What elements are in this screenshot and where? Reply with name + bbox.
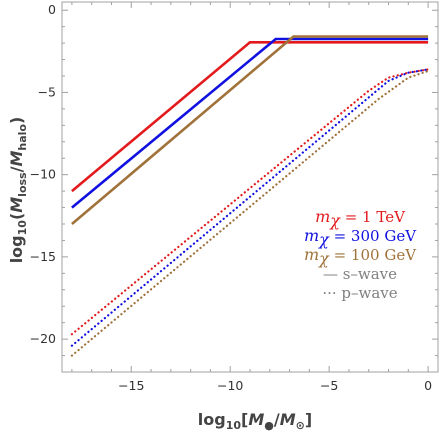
- y-tick-label: 0: [48, 2, 56, 17]
- legend-label: s–wave: [338, 265, 397, 283]
- x-tick-label: −5: [320, 378, 338, 393]
- y-tick-label: −10: [30, 167, 56, 182]
- legend-symbol: m: [304, 245, 319, 264]
- x-tick-label: −10: [217, 378, 243, 393]
- legend-entry: mχ = 1 TeV: [315, 207, 406, 230]
- legend-symbol: m: [304, 226, 319, 245]
- x-axis-title: log10[M●/M⊙]: [198, 410, 312, 432]
- series-line-p-wave: [70, 68, 430, 336]
- axis-ticks: −15 −10 −5 0 0 −5 −10 −15 −20: [30, 2, 438, 393]
- legend-label: = 300 GeV: [329, 227, 417, 245]
- series-line-p-wave: [70, 69, 430, 357]
- series-line-s-wave: [71, 35, 429, 225]
- series-line-p-wave: [70, 68, 430, 347]
- legend-label: = 100 GeV: [329, 246, 417, 264]
- legend-subscript: χ: [318, 230, 330, 249]
- legend-label: p–wave: [337, 284, 398, 302]
- legend-entry: — s–wave: [323, 265, 397, 283]
- x-tick-label: 0: [424, 378, 432, 393]
- legend-label: = 1 TeV: [340, 208, 406, 226]
- x-tick-label: −15: [118, 378, 144, 393]
- y-tick-label: −5: [38, 84, 56, 99]
- y-tick-label: −15: [30, 249, 56, 264]
- y-axis-title: log10(Mloss/Mhalo): [7, 117, 29, 264]
- legend-subscript: χ: [318, 249, 330, 268]
- series-line-s-wave: [71, 40, 429, 193]
- legend-mark: —: [323, 265, 338, 283]
- legend-entry: mχ = 100 GeV: [304, 245, 417, 268]
- legend-mark: ···: [322, 284, 336, 302]
- series-line-s-wave: [71, 37, 429, 209]
- legend-symbol: m: [315, 207, 330, 226]
- legend-subscript: χ: [329, 211, 341, 230]
- legend-entry: ··· p–wave: [322, 284, 397, 302]
- y-tick-label: −20: [30, 331, 56, 346]
- series-group: [70, 35, 430, 357]
- legend-entry: mχ = 300 GeV: [304, 226, 417, 249]
